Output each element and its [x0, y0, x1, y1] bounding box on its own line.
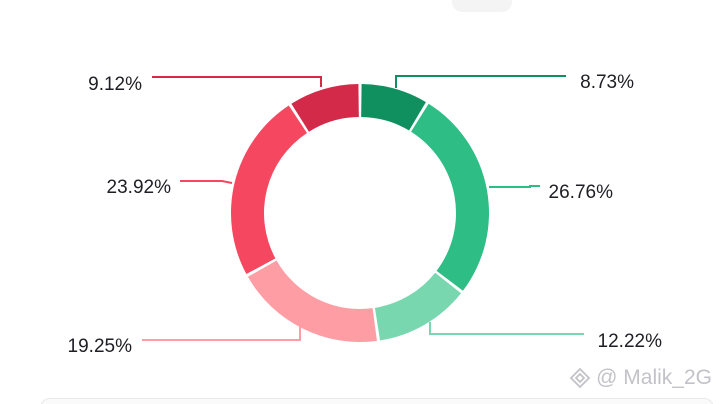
donut-slice-2[interactable]: [411, 103, 489, 291]
slice-label-4: 19.25%: [68, 336, 133, 357]
leader-line-3: [429, 322, 584, 335]
donut-slice-1[interactable]: [361, 84, 426, 131]
binance-diamond-icon: [569, 367, 591, 389]
donut-slice-6[interactable]: [291, 84, 359, 132]
slice-label-1: 8.73%: [580, 72, 634, 93]
slice-label-3: 12.22%: [598, 331, 663, 352]
leader-line-5: [180, 180, 233, 184]
leader-line-4: [142, 325, 301, 341]
leader-line-6: [152, 76, 322, 87]
watermark-text: @ Malik_2G: [596, 366, 712, 389]
watermark: @ Malik_2G: [569, 364, 712, 392]
slice-label-6: 9.12%: [88, 74, 142, 95]
donut-slice-3[interactable]: [374, 272, 462, 341]
leader-line-1: [395, 75, 566, 88]
bottom-panel-edge: [40, 398, 714, 404]
leader-lines: [142, 75, 584, 341]
slice-label-2: 26.76%: [549, 182, 614, 203]
slice-labels: 8.73% 26.76% 12.22% 19.25% 23.92% 9.12%: [68, 72, 663, 357]
leader-line-2: [489, 185, 540, 188]
top-tab-edge[interactable]: [452, 0, 512, 12]
donut-slice-4[interactable]: [247, 260, 377, 342]
donut-slices: [231, 84, 489, 342]
donut-slice-5[interactable]: [231, 105, 307, 275]
slice-label-5: 23.92%: [107, 177, 172, 198]
